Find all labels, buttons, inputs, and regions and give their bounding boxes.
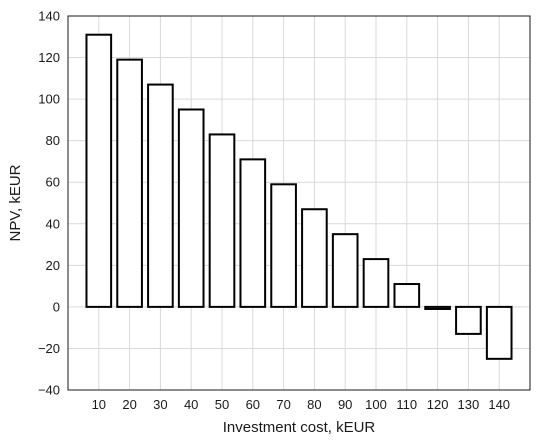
bar <box>331 233 359 308</box>
y-tick-labels: −40 −20 0 20 40 60 80 100 120 140 <box>38 9 60 398</box>
x-tick-label: 130 <box>458 397 480 412</box>
y-tick-label: −40 <box>38 383 60 398</box>
y-tick-label: 140 <box>38 9 60 24</box>
x-tick-labels: 10 20 30 40 50 60 70 80 90 100 110 120 130 140 <box>92 397 510 412</box>
bar <box>424 305 451 310</box>
y-tick-label: 40 <box>46 216 60 231</box>
bar <box>239 158 267 308</box>
bar <box>85 33 113 308</box>
bars <box>85 33 513 360</box>
x-tick-label: 100 <box>365 397 387 412</box>
bar <box>455 305 482 335</box>
y-tick-label: 80 <box>46 133 60 148</box>
y-tick-label: 100 <box>38 92 60 107</box>
bar <box>208 133 236 308</box>
x-tick-label: 60 <box>246 397 260 412</box>
y-axis-title: NPV, kEUR <box>7 164 24 241</box>
y-tick-label: 20 <box>46 258 60 273</box>
x-tick-label: 50 <box>215 397 229 412</box>
x-tick-label: 110 <box>396 397 417 412</box>
bar <box>147 83 174 308</box>
x-tick-label: 20 <box>122 397 136 412</box>
x-tick-label: 70 <box>276 397 290 412</box>
y-tick-label: −20 <box>38 341 60 356</box>
x-tick-label: 10 <box>92 397 106 412</box>
x-tick-label: 120 <box>427 397 449 412</box>
y-tick-label: 60 <box>46 175 60 190</box>
bar <box>301 208 328 308</box>
x-axis-title: Investment cost, kEUR <box>223 419 376 436</box>
x-tick-label: 90 <box>338 397 352 412</box>
x-tick-label: 140 <box>488 397 510 412</box>
bar <box>485 305 513 360</box>
bar <box>116 58 143 308</box>
bar <box>177 108 205 308</box>
y-tick-label: 0 <box>53 299 60 314</box>
y-tick-label: 120 <box>38 50 60 65</box>
x-tick-label: 80 <box>307 397 321 412</box>
bar <box>362 258 390 308</box>
x-tick-label: 30 <box>153 397 167 412</box>
x-tick-label: 40 <box>184 397 198 412</box>
plot-frame <box>67 15 531 391</box>
bar <box>270 183 297 308</box>
bar <box>393 283 421 308</box>
